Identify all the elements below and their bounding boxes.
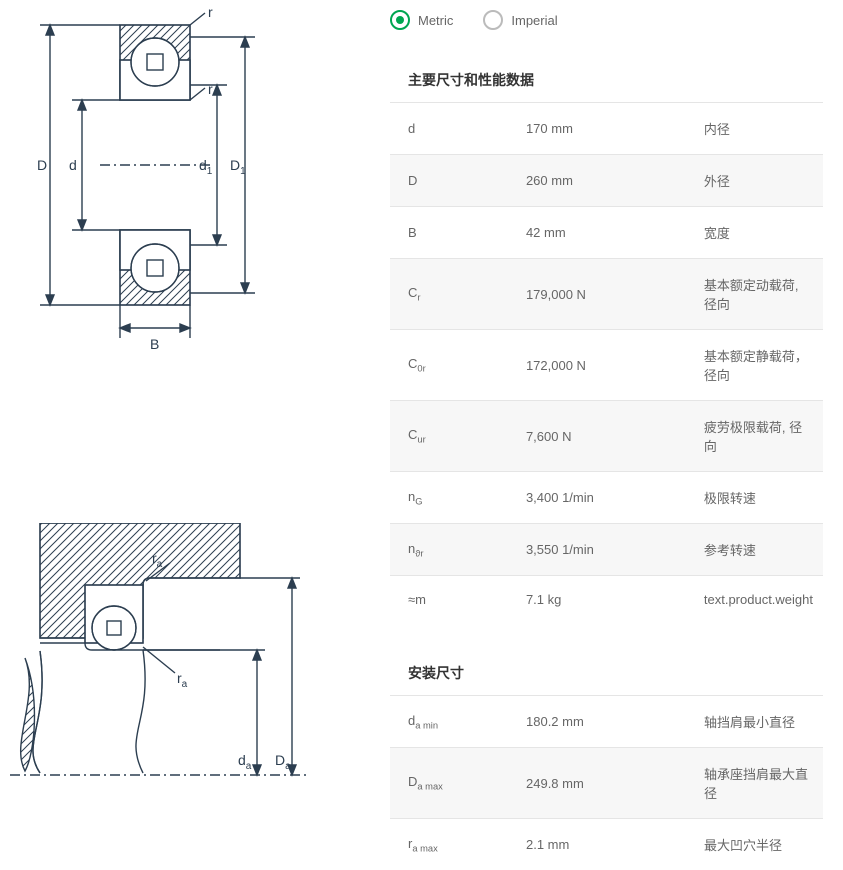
unit-toggle: Metric Imperial bbox=[390, 10, 823, 30]
mount-value: 2.1 mm bbox=[508, 819, 686, 870]
mount-desc: 轴挡肩最小直径 bbox=[686, 696, 823, 748]
spec-desc: text.product.weight bbox=[686, 576, 823, 624]
spec-value: 3,550 1/min bbox=[508, 524, 686, 576]
spec-symbol: d bbox=[390, 103, 508, 155]
dim-r-inner: r bbox=[208, 81, 213, 97]
table-row: nG3,400 1/min极限转速 bbox=[390, 472, 823, 524]
mount-value: 249.8 mm bbox=[508, 748, 686, 819]
mount-desc: 轴承座挡肩最大直径 bbox=[686, 748, 823, 819]
spec-desc: 宽度 bbox=[686, 207, 823, 259]
spec-symbol: ≈m bbox=[390, 576, 508, 624]
section-main-dims-title: 主要尺寸和性能数据 bbox=[390, 70, 823, 90]
table-row: nϑr3,550 1/min参考转速 bbox=[390, 524, 823, 576]
spec-symbol: nG bbox=[390, 472, 508, 524]
spec-symbol: nϑr bbox=[390, 524, 508, 576]
dim-d-small: d bbox=[69, 157, 77, 173]
spec-desc: 内径 bbox=[686, 103, 823, 155]
bearing-cross-section-diagram: D d d1 D1 B r r bbox=[10, 5, 310, 358]
spec-table-main: d170 mm内径D260 mm外径B42 mm宽度Cr179,000 N基本额… bbox=[390, 102, 823, 623]
dim-ra-bottom: ra bbox=[177, 670, 188, 690]
spec-value: 179,000 N bbox=[508, 259, 686, 330]
dim-B: B bbox=[150, 336, 159, 352]
spec-desc: 极限转速 bbox=[686, 472, 823, 524]
section-mounting-title: 安装尺寸 bbox=[390, 663, 823, 683]
spec-symbol: B bbox=[390, 207, 508, 259]
dim-d1: d1 bbox=[199, 157, 213, 177]
table-row: Da max249.8 mm轴承座挡肩最大直径 bbox=[390, 748, 823, 819]
spec-desc: 参考转速 bbox=[686, 524, 823, 576]
radio-selected-icon bbox=[390, 10, 410, 30]
dim-D1: D1 bbox=[230, 157, 246, 177]
spec-symbol: D bbox=[390, 155, 508, 207]
dim-da: da bbox=[238, 752, 252, 772]
spec-desc: 基本额定动载荷, 径向 bbox=[686, 259, 823, 330]
mount-desc: 最大凹穴半径 bbox=[686, 819, 823, 870]
spec-value: 42 mm bbox=[508, 207, 686, 259]
dim-r-top: r bbox=[208, 5, 213, 20]
table-row: Cur7,600 N疲劳极限载荷, 径向 bbox=[390, 401, 823, 472]
table-row: D260 mm外径 bbox=[390, 155, 823, 207]
radio-metric-label: Metric bbox=[418, 13, 453, 28]
table-row: ≈m7.1 kgtext.product.weight bbox=[390, 576, 823, 624]
table-row: ra max2.1 mm最大凹穴半径 bbox=[390, 819, 823, 870]
table-row: Cr179,000 N基本额定动载荷, 径向 bbox=[390, 259, 823, 330]
spec-value: 170 mm bbox=[508, 103, 686, 155]
table-row: da min180.2 mm轴挡肩最小直径 bbox=[390, 696, 823, 748]
radio-imperial-label: Imperial bbox=[511, 13, 557, 28]
spec-desc: 外径 bbox=[686, 155, 823, 207]
spec-value: 172,000 N bbox=[508, 330, 686, 401]
spec-value: 3,400 1/min bbox=[508, 472, 686, 524]
spec-value: 7,600 N bbox=[508, 401, 686, 472]
radio-metric[interactable]: Metric bbox=[390, 10, 453, 30]
spec-value: 260 mm bbox=[508, 155, 686, 207]
table-row: C0r172,000 N基本额定静载荷，径向 bbox=[390, 330, 823, 401]
spec-symbol: C0r bbox=[390, 330, 508, 401]
dim-D: D bbox=[37, 157, 47, 173]
spec-desc: 基本额定静载荷，径向 bbox=[686, 330, 823, 401]
mount-symbol: Da max bbox=[390, 748, 508, 819]
table-row: d170 mm内径 bbox=[390, 103, 823, 155]
dim-Da: Da bbox=[275, 752, 291, 772]
radio-imperial[interactable]: Imperial bbox=[483, 10, 557, 30]
spec-table-mounting: da min180.2 mm轴挡肩最小直径Da max249.8 mm轴承座挡肩… bbox=[390, 695, 823, 870]
spec-value: 7.1 kg bbox=[508, 576, 686, 624]
spec-symbol: Cr bbox=[390, 259, 508, 330]
table-row: B42 mm宽度 bbox=[390, 207, 823, 259]
mounting-diagram: ra ra da Da bbox=[10, 523, 310, 806]
spec-desc: 疲劳极限载荷, 径向 bbox=[686, 401, 823, 472]
mount-symbol: da min bbox=[390, 696, 508, 748]
radio-unselected-icon bbox=[483, 10, 503, 30]
mount-value: 180.2 mm bbox=[508, 696, 686, 748]
spec-symbol: Cur bbox=[390, 401, 508, 472]
mount-symbol: ra max bbox=[390, 819, 508, 870]
